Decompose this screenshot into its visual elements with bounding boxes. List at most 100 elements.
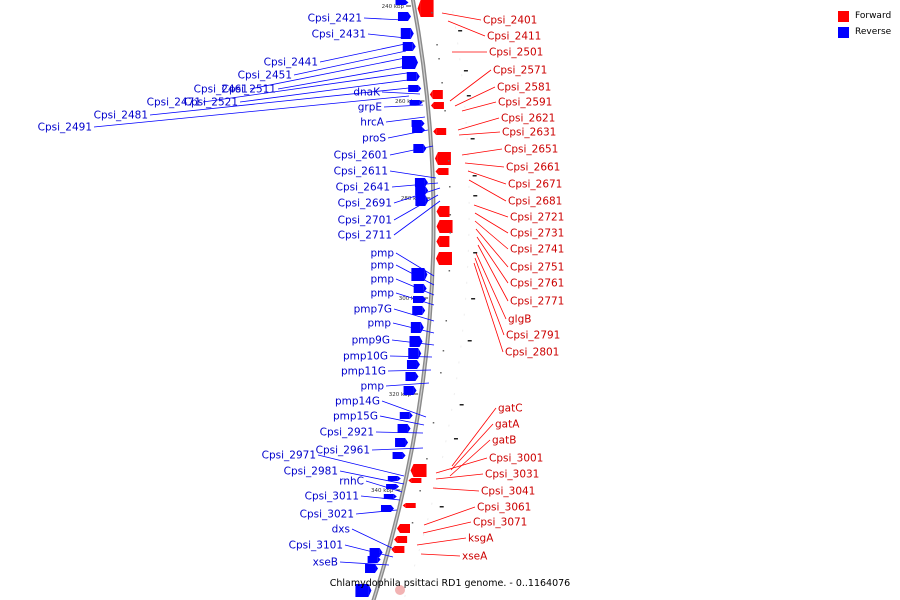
forward-leader-line	[435, 473, 484, 480]
reverse-label: Reverse	[855, 27, 892, 37]
forward-leader-line	[449, 69, 492, 102]
forward-gene-feature	[439, 236, 450, 247]
forward-gene-label: Cpsi_3071	[473, 517, 527, 529]
reverse-gene-feature	[406, 72, 417, 81]
reverse-leader-line	[277, 65, 408, 90]
forward-gene-feature	[439, 206, 450, 217]
forward-gene-label: Cpsi_2801	[505, 347, 559, 359]
reverse-gene-feature-arrowhead	[419, 100, 423, 105]
reverse-gene-label: proS	[362, 133, 386, 145]
minor-dot	[411, 522, 414, 524]
reverse-gene-feature	[411, 268, 425, 281]
reverse-gene-feature-arrowhead	[422, 127, 426, 133]
reverse-gene-feature-arrowhead	[416, 72, 420, 81]
reverse-gene-feature-arrowhead	[368, 584, 372, 597]
reverse-leader-line	[351, 528, 397, 551]
reverse-gene-label: dnaK	[353, 87, 381, 99]
forward-gene-label: Cpsi_2761	[510, 278, 564, 290]
forward-leader-line	[477, 244, 509, 302]
forward-leader-line	[435, 457, 488, 474]
reverse-gene-feature	[409, 336, 420, 347]
forward-gene-feature-arrowhead	[433, 128, 437, 135]
reverse-leader-line	[379, 415, 425, 426]
reverse-gene-feature	[414, 178, 425, 187]
forward-gene-label: glgB	[508, 314, 531, 326]
reverse-gene-label: pmp7G	[354, 304, 392, 316]
forward-gene-feature	[438, 252, 452, 265]
forward-leader-line	[432, 487, 480, 492]
reverse-gene-label: Cpsi_2981	[284, 466, 338, 478]
reverse-gene-feature	[402, 42, 413, 51]
reverse-gene-feature	[365, 564, 376, 573]
forward-gene-feature-arrowhead	[391, 546, 395, 553]
minor-feature-mark	[453, 438, 458, 440]
reverse-gene-feature	[415, 186, 426, 195]
minor-dot	[449, 214, 452, 216]
reverse-gene-feature	[409, 100, 420, 105]
reverse-gene-feature-arrowhead	[422, 306, 426, 315]
forward-leader-line	[447, 20, 486, 37]
reverse-gene-feature-arrowhead	[410, 28, 414, 39]
reverse-leader-line	[149, 87, 410, 116]
reverse-gene-feature	[408, 85, 419, 92]
reverse-leader-line	[360, 495, 401, 501]
reverse-leader-line	[365, 480, 403, 493]
reverse-gene-feature	[400, 28, 411, 39]
reverse-leader-line	[202, 72, 408, 103]
forward-gene-feature-arrowhead	[430, 102, 434, 109]
scale-tick-label: 260 kbp	[395, 99, 418, 105]
minor-dot	[449, 232, 452, 234]
reverse-gene-feature	[397, 424, 408, 433]
forward-gene-label: Cpsi_2401	[483, 15, 537, 27]
reverse-gene-label: Cpsi_2641	[336, 182, 390, 194]
reverse-gene-label: Cpsi_2691	[338, 198, 392, 210]
minor-dot	[426, 458, 428, 460]
gene-features	[355, 0, 478, 597]
reverse-gene-label: Cpsi_2421	[308, 13, 362, 25]
forward-gene-feature-arrowhead	[396, 524, 400, 533]
reverse-gene-feature-arrowhead	[377, 556, 381, 563]
forward-gene-label: gatA	[495, 419, 520, 431]
reverse-gene-label: hrcA	[360, 117, 385, 129]
forward-gene-feature	[436, 128, 447, 135]
reverse-gene-feature	[413, 296, 423, 303]
forward-leader-line	[475, 228, 509, 268]
forward-gene-feature-arrowhead	[402, 503, 406, 508]
forward-gene-feature	[420, 0, 434, 17]
reverse-gene-feature-arrowhead	[419, 336, 423, 347]
minor-dot	[438, 58, 440, 60]
minor-feature-mark	[463, 70, 468, 72]
reverse-gene-feature	[369, 548, 380, 557]
minor-dot	[436, 44, 438, 46]
reverse-gene-feature-arrowhead	[393, 494, 397, 499]
scale-tick-label: 340 kbp	[371, 488, 394, 494]
legend-reverse: Reverse	[838, 25, 891, 39]
forward-gene-label: Cpsi_2721	[510, 212, 564, 224]
reverse-gene-label: pmp	[370, 248, 394, 260]
inner-ring	[403, 0, 470, 600]
reverse-gene-feature-arrowhead	[390, 505, 394, 512]
reverse-gene-feature	[413, 144, 424, 153]
reverse-gene-label: pmp10G	[343, 351, 388, 363]
reverse-gene-label: Cpsi_2961	[316, 445, 370, 457]
reverse-gene-feature-arrowhead	[418, 85, 422, 92]
reverse-gene-feature	[387, 476, 398, 481]
forward-leader-line	[461, 101, 497, 112]
forward-gene-feature	[439, 220, 453, 233]
forward-gene-label: Cpsi_2741	[510, 244, 564, 256]
forward-gene-feature-arrowhead	[436, 220, 440, 233]
reverse-gene-feature	[397, 12, 408, 21]
reverse-gene-label: pmp15G	[333, 411, 378, 423]
forward-gene-label: Cpsi_2751	[510, 262, 564, 274]
reverse-leader-line	[389, 145, 434, 156]
reverse-leader-line	[383, 104, 424, 108]
minor-feature-mark	[459, 404, 464, 406]
reverse-gene-feature	[401, 56, 415, 69]
reverse-gene-feature	[367, 556, 378, 563]
reverse-gene-label: pmp14G	[335, 396, 380, 408]
reverse-gene-feature	[386, 484, 397, 489]
forward-leader-line	[423, 506, 476, 526]
forward-gene-label: gatC	[498, 403, 523, 415]
reverse-gene-label: pmp9G	[352, 335, 390, 347]
